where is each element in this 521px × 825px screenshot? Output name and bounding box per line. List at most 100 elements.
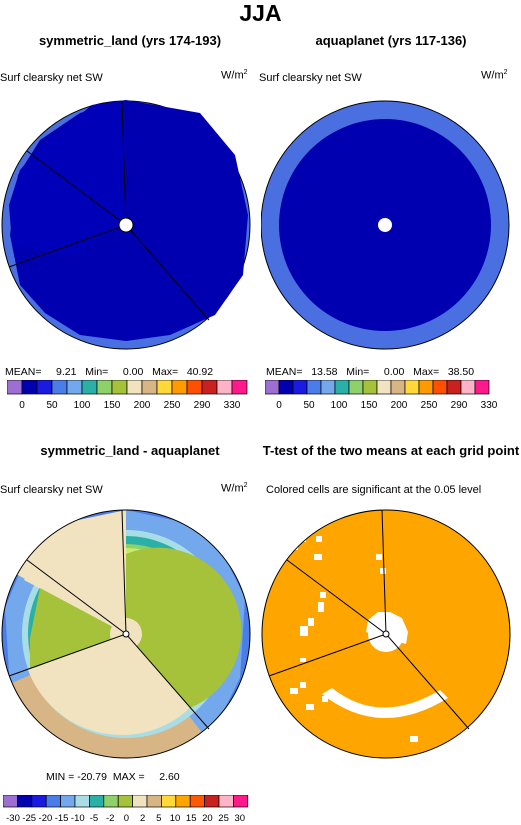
panel2-pole bbox=[378, 218, 392, 232]
colorbar-tick-label: 0 bbox=[124, 813, 129, 824]
colorbar-swatch bbox=[132, 795, 148, 808]
colorbar-swatch bbox=[89, 795, 105, 808]
colorbar-tick-label: -10 bbox=[71, 813, 85, 824]
colorbar-tick-label: 290 bbox=[194, 400, 211, 411]
colorbar-swatch bbox=[376, 380, 392, 395]
colorbar-tick-label: 10 bbox=[170, 813, 181, 824]
colorbar-tick-label: -15 bbox=[55, 813, 69, 824]
colorbar-swatch bbox=[175, 795, 191, 808]
panel3-polar-map bbox=[1, 509, 251, 759]
colorbar-tick-label: 50 bbox=[303, 400, 315, 411]
colorbar-swatch bbox=[201, 380, 218, 395]
colorbar-swatch bbox=[216, 380, 233, 395]
colorbar-swatch bbox=[161, 795, 177, 808]
colorbar-swatch bbox=[334, 380, 350, 395]
colorbar-tick-label: -30 bbox=[6, 813, 20, 824]
panel4-title: T-test of the two means at each grid poi… bbox=[262, 443, 520, 458]
colorbar-swatch bbox=[231, 380, 248, 395]
panel2-polar-map bbox=[261, 100, 510, 350]
panel1-variable-label: Surf clearsky net SW bbox=[0, 72, 103, 84]
colorbar-swatch bbox=[111, 380, 128, 395]
colorbar-swatch bbox=[36, 380, 53, 395]
panel1-pole bbox=[118, 217, 134, 233]
panel2-colorbar: 0 50 100 150 200 250 290 330 bbox=[265, 380, 498, 411]
colorbar-swatch bbox=[17, 795, 33, 808]
panel1-units: W/m2 bbox=[221, 69, 248, 82]
panel3-colorbar: -30 -25 -20 -15 -10 -5 -2 0 2 5 10 15 20 25 30 bbox=[3, 795, 249, 824]
panel3-title: symmetric_land - aquaplanet bbox=[40, 443, 220, 458]
colorbar-swatch bbox=[218, 795, 234, 808]
panel4-polar-map bbox=[261, 509, 511, 759]
colorbar-swatch bbox=[21, 380, 38, 395]
colorbar-tick-label: 250 bbox=[421, 400, 438, 411]
panel3-variable-label: Surf clearsky net SW bbox=[0, 484, 103, 496]
colorbar-swatch bbox=[432, 380, 448, 395]
colorbar-swatch bbox=[446, 380, 462, 395]
colorbar-swatch bbox=[390, 380, 406, 395]
colorbar-swatch bbox=[474, 380, 490, 395]
colorbar-tick-label: 30 bbox=[235, 813, 246, 824]
colorbar-tick-label: 290 bbox=[451, 400, 468, 411]
colorbar-swatch bbox=[306, 380, 322, 395]
panel2-title: aquaplanet (yrs 117-136) bbox=[315, 33, 467, 48]
colorbar-tick-label: 250 bbox=[164, 400, 181, 411]
panel1-colorbar: 0 50 100 150 200 250 290 330 bbox=[7, 380, 248, 411]
panel2-variable-label: Surf clearsky net SW bbox=[259, 72, 362, 84]
colorbar-swatch bbox=[81, 380, 98, 395]
colorbar-tick-label: -5 bbox=[90, 813, 98, 824]
colorbar-swatch bbox=[320, 380, 336, 395]
colorbar-tick-label: 15 bbox=[186, 813, 197, 824]
colorbar-tick-label: 200 bbox=[134, 400, 151, 411]
colorbar-swatch bbox=[7, 380, 23, 395]
colorbar-tick-label: -2 bbox=[106, 813, 114, 824]
colorbar-swatch bbox=[51, 380, 68, 395]
colorbar-swatch bbox=[278, 380, 294, 395]
colorbar-swatch bbox=[74, 795, 90, 808]
colorbar-tick-label: 150 bbox=[104, 400, 121, 411]
colorbar-swatch bbox=[186, 380, 203, 395]
colorbar-swatch bbox=[96, 380, 113, 395]
panel2-units: W/m2 bbox=[481, 69, 508, 82]
colorbar-tick-label: 25 bbox=[218, 813, 229, 824]
panel4-note: Colored cells are significant at the 0.0… bbox=[266, 484, 482, 496]
panel1-sector-field bbox=[9, 100, 126, 255]
page-title: JJA bbox=[239, 0, 282, 26]
colorbar-swatch bbox=[60, 795, 76, 808]
colorbar-swatch bbox=[189, 795, 205, 808]
colorbar-swatch bbox=[3, 795, 18, 808]
colorbar-swatch bbox=[117, 795, 133, 808]
panel3-units: W/m2 bbox=[221, 482, 248, 495]
panel3-pole bbox=[122, 630, 130, 638]
colorbar-tick-label: 50 bbox=[46, 400, 58, 411]
colorbar-tick-label: 0 bbox=[19, 400, 25, 411]
panel1-title: symmetric_land (yrs 174-193) bbox=[38, 33, 222, 48]
colorbar-swatch bbox=[460, 380, 476, 395]
colorbar-swatch bbox=[66, 380, 83, 395]
colorbar-swatch bbox=[418, 380, 434, 395]
colorbar-tick-label: 100 bbox=[331, 400, 348, 411]
panel4-pole bbox=[382, 630, 390, 638]
colorbar-swatch bbox=[233, 795, 249, 808]
colorbar-swatch bbox=[141, 380, 158, 395]
panel1-stats: MEAN= 9.21 Min= 0.00 Max= 40.92 bbox=[5, 366, 214, 378]
panel1-polar-map bbox=[1, 100, 251, 350]
colorbar-swatch bbox=[146, 795, 162, 808]
colorbar-swatch bbox=[171, 380, 188, 395]
panel2-stats: MEAN= 13.58 Min= 0.00 Max= 38.50 bbox=[266, 366, 475, 378]
colorbar-swatch bbox=[156, 380, 173, 395]
colorbar-tick-label: 5 bbox=[156, 813, 161, 824]
colorbar-tick-label: -25 bbox=[22, 813, 36, 824]
colorbar-swatch bbox=[31, 795, 47, 808]
colorbar-tick-label: 150 bbox=[361, 400, 378, 411]
colorbar-tick-label: 2 bbox=[140, 813, 145, 824]
colorbar-tick-label: 330 bbox=[481, 400, 498, 411]
colorbar-swatch bbox=[348, 380, 364, 395]
colorbar-tick-label: -20 bbox=[39, 813, 53, 824]
colorbar-swatch bbox=[404, 380, 420, 395]
panel3-stats: MIN = -20.79 MAX = 2.60 bbox=[46, 771, 180, 783]
colorbar-swatch bbox=[362, 380, 378, 395]
colorbar-swatch bbox=[265, 380, 280, 395]
colorbar-swatch bbox=[292, 380, 308, 395]
colorbar-tick-label: 100 bbox=[74, 400, 91, 411]
colorbar-tick-label: 0 bbox=[276, 400, 282, 411]
